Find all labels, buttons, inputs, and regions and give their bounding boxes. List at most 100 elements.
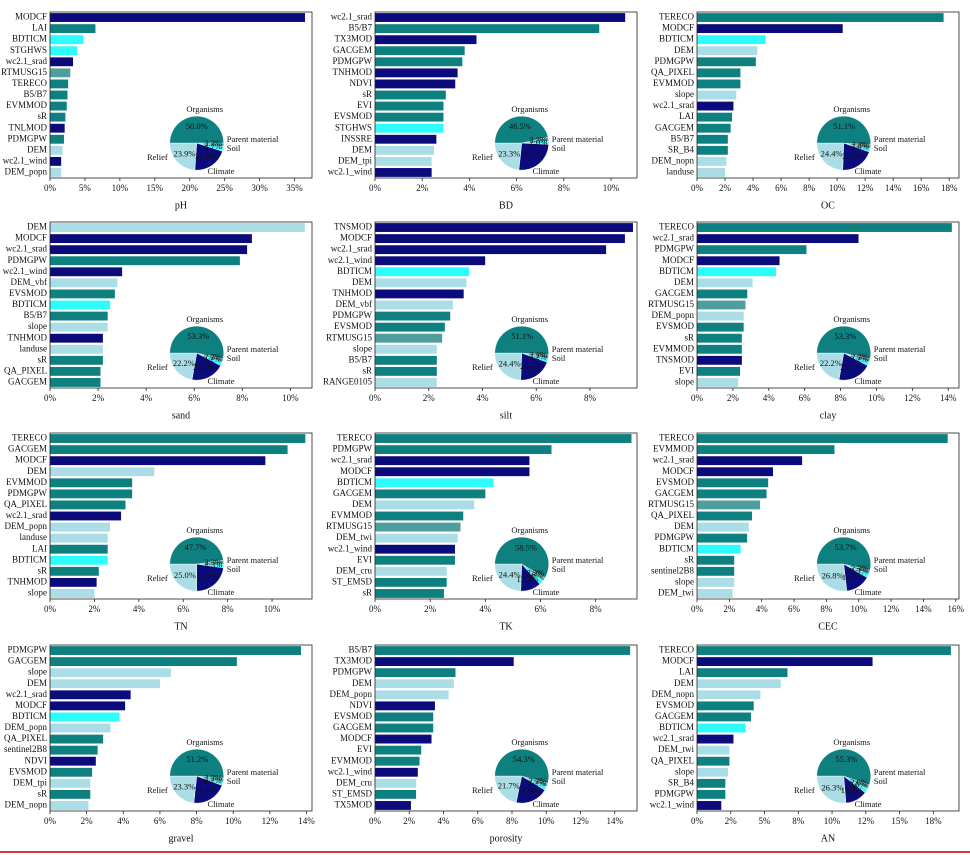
y-tick-label: PDMGPW — [7, 645, 47, 655]
pie-slice — [169, 115, 224, 144]
y-tick-label: DEM_popn — [652, 310, 695, 320]
y-tick-label: EVMMOD — [653, 78, 695, 88]
bar — [697, 79, 741, 89]
x-tick-label: 14% — [940, 393, 957, 403]
axes-frame — [696, 644, 960, 812]
y-tick-label: DEM_nopn — [652, 155, 695, 165]
bar — [50, 289, 115, 299]
bar — [375, 679, 454, 689]
pie-label: Parent material — [874, 767, 926, 777]
y-tick-label: RTMUSG15 — [648, 499, 694, 509]
pie-label: Climate — [208, 376, 235, 386]
y-tick-label: wc2.1_srad — [653, 233, 695, 243]
panel: PDMGPWGACGEMslopeDEMwc2.1_sradMODCFBDTIC… — [4, 645, 315, 845]
pie-slice — [169, 352, 197, 380]
x-tick-label: 2% — [719, 183, 732, 193]
y-tick-label: sR — [37, 565, 47, 575]
y-tick-label: RTMUSG15 — [648, 299, 694, 309]
y-tick-label: EVMMOD — [331, 755, 373, 765]
bar — [375, 577, 447, 587]
x-tick-label: 25% — [216, 183, 233, 193]
pie-label: Relief — [794, 362, 815, 372]
bar — [50, 511, 122, 521]
pie-label: Parent material — [227, 555, 279, 565]
pie-label: Soil — [227, 143, 241, 153]
y-tick-label: SR_B4 — [668, 144, 695, 154]
bar — [375, 101, 444, 111]
pie-label: Parent material — [874, 555, 926, 565]
y-tick-label: wc2.1_wind — [3, 266, 48, 276]
bar — [375, 57, 463, 67]
y-tick-label: GACGEM — [8, 656, 47, 666]
x-tick-label: 2% — [423, 393, 436, 403]
y-tick-label: sR — [37, 788, 47, 798]
pie-slice — [196, 563, 224, 592]
y-tick-label: PDMGPW — [654, 244, 694, 254]
bar — [697, 756, 730, 766]
bar — [375, 589, 444, 598]
pie-label: Climate — [855, 799, 882, 809]
x-tick-label: 15% — [147, 183, 164, 193]
pie-slice — [169, 563, 197, 592]
x-tick-label: 14% — [606, 816, 623, 826]
pie-value-label: 2.2% — [529, 349, 547, 359]
x-tick-label: 10% — [829, 183, 846, 193]
pie-label: Parent material — [227, 767, 279, 777]
x-tick-label: 6% — [154, 816, 167, 826]
y-tick-label: TNSMOD — [656, 354, 695, 364]
pie-slice — [494, 352, 522, 381]
pie-label: Climate — [533, 587, 560, 597]
x-axis-label: silt — [500, 410, 512, 421]
x-tick-label: 0% — [369, 816, 382, 826]
bar — [697, 589, 733, 598]
x-tick-label: 6% — [775, 183, 788, 193]
y-tick-label: PDMGPW — [7, 255, 47, 265]
y-tick-label: LAI — [32, 543, 47, 553]
bar — [375, 134, 437, 144]
bar — [697, 344, 742, 354]
y-tick-label: DEM_tpi — [338, 155, 373, 165]
y-tick-label: BDTICM — [659, 34, 694, 44]
x-tick-label: 20% — [181, 183, 198, 193]
bar — [697, 734, 734, 744]
y-tick-label: MODCF — [662, 255, 694, 265]
x-tick-label: 0% — [369, 604, 382, 614]
pie-value-label: 2.2% — [850, 354, 868, 364]
y-tick-label: sentinel2B8 — [651, 565, 694, 575]
pie-value-label: 54.3% — [513, 754, 535, 764]
bar — [697, 123, 731, 133]
bar — [375, 434, 632, 443]
y-tick-label: EVI — [357, 100, 372, 110]
bar — [375, 533, 458, 543]
x-tick-label: 12% — [904, 393, 921, 403]
y-tick-label: BDTICM — [337, 477, 372, 487]
x-tick-label: 14% — [915, 604, 932, 614]
axes-frame — [49, 432, 313, 600]
bar — [50, 690, 131, 700]
x-tick-label: 5% — [759, 816, 772, 826]
y-tick-label: wc2.1_srad — [653, 733, 695, 743]
pie-slice — [816, 563, 847, 592]
x-axis-label: TN — [174, 621, 187, 632]
pie-label: Parent material — [227, 134, 279, 144]
bar — [375, 355, 437, 365]
x-tick-label: 6% — [472, 816, 485, 826]
x-tick-label: 2% — [424, 604, 437, 614]
pie-label: Relief — [472, 573, 493, 583]
pie-slice — [169, 536, 224, 565]
x-tick-label: 8% — [792, 816, 805, 826]
x-tick-label: 18% — [925, 816, 942, 826]
x-tick-label: 8% — [506, 816, 519, 826]
x-tick-label: 6% — [530, 393, 543, 403]
pie-value-label: 23.3% — [173, 781, 195, 791]
x-tick-label: 14% — [885, 183, 902, 193]
y-tick-label: DEM — [27, 144, 47, 154]
y-tick-label: EVI — [679, 365, 694, 375]
bar — [697, 267, 776, 277]
x-axis-label: AN — [821, 833, 835, 844]
y-tick-label: DEM — [352, 277, 372, 287]
y-tick-label: EVMMOD — [653, 343, 695, 353]
pie-value-label: 22.2% — [820, 358, 842, 368]
bar — [697, 522, 749, 532]
pie-label: Relief — [147, 362, 168, 372]
